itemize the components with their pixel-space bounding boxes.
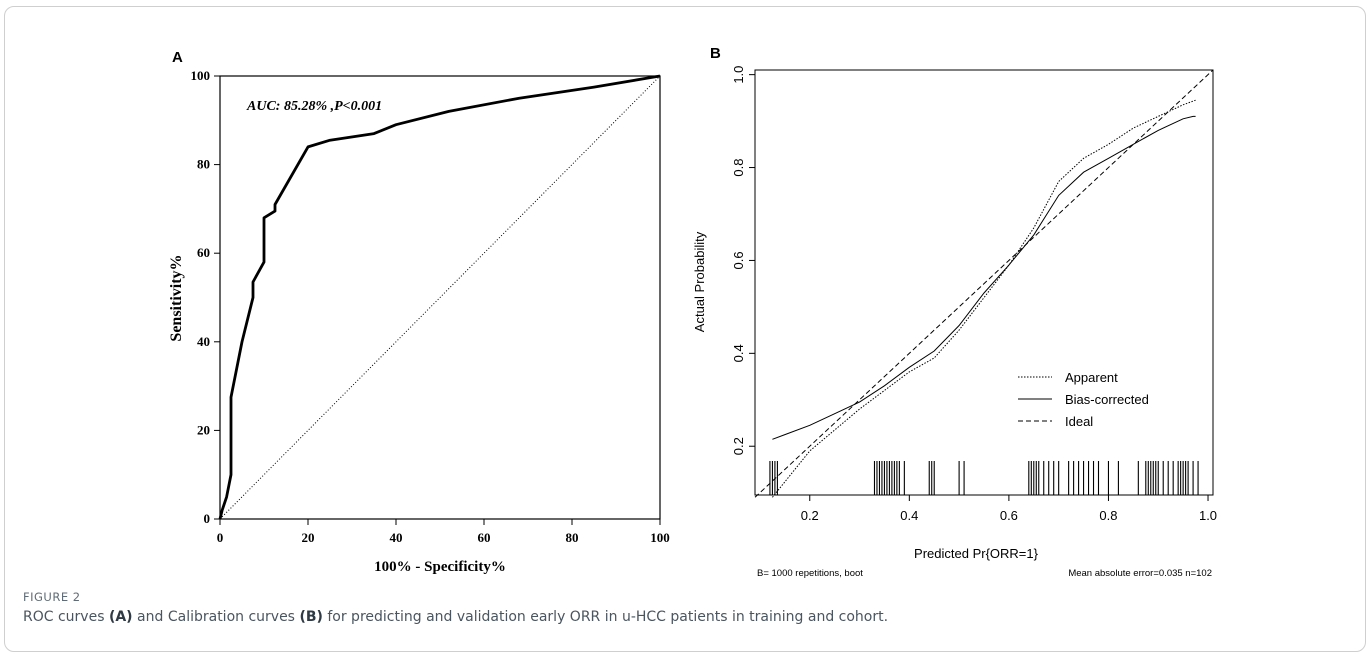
panel-b-y-tick-label: 0.4 <box>731 344 746 362</box>
panel-b-y-tick-label: 1.0 <box>731 66 746 84</box>
panel-b-rug <box>769 461 1199 495</box>
panel-b-legend: Apparent Bias-corrected Ideal <box>1018 370 1149 429</box>
panel-a-y-tick-label: 100 <box>191 68 211 83</box>
panel-b-apparent-line <box>772 99 1196 498</box>
panel-b-y-tick-label: 0.8 <box>731 159 746 177</box>
panel-b-footnote-right: Mean absolute error=0.035 n=102 <box>1068 568 1212 579</box>
panel-b-x-tick-label: 0.2 <box>801 508 819 523</box>
legend-apparent-label: Apparent <box>1065 370 1118 385</box>
panel-b: B 0.2 0.4 0.6 0.8 1.0 0.2 0.4 0.6 0.8 1.0 Predict… <box>692 45 1217 579</box>
panel-a-plot-frame <box>219 75 661 520</box>
panel-a-x-axis-title: 100% - Specificity% <box>374 559 506 575</box>
panel-a-auc-annotation: AUC: 85.28% ,P<0.001 <box>246 99 382 114</box>
caption-ref-b: (B) <box>299 609 323 625</box>
panel-a-y-tick-label: 60 <box>197 245 210 260</box>
panel-a-y-tick-label: 80 <box>197 157 210 172</box>
panel-b-label: B <box>710 45 721 62</box>
legend-bias-corrected-label: Bias-corrected <box>1065 392 1149 407</box>
caption-ref-a: (A) <box>108 609 133 625</box>
panel-b-ideal-line <box>754 69 1214 498</box>
panel-a-x-tick-label: 20 <box>302 530 315 545</box>
figure-frame <box>4 6 1366 652</box>
panel-a-x-tick-label: 80 <box>566 530 579 545</box>
panel-b-x-tick-label: 0.4 <box>900 508 918 523</box>
panel-b-y-axis-title: Actual Probability <box>692 231 707 332</box>
panel-b-plot-frame <box>754 69 1214 496</box>
figure-number: FIGURE 2 <box>23 590 81 604</box>
legend-ideal-label: Ideal <box>1065 414 1093 429</box>
panel-a-label: A <box>172 49 183 66</box>
panel-b-y-tick-label: 0.6 <box>731 251 746 269</box>
caption-part: ROC curves <box>23 609 109 625</box>
panel-b-x-tick-label: 0.6 <box>1000 508 1018 523</box>
panel-a-axes: 0 20 40 60 80 100 0 20 40 60 80 100 <box>191 68 670 545</box>
caption-part: for predicting and validation early ORR … <box>322 609 889 625</box>
caption-part: and Calibration curves <box>132 609 300 625</box>
figure-caption: ROC curves (A) and Calibration curves (B… <box>23 609 1343 625</box>
panel-a-reference-diagonal <box>219 75 661 520</box>
panel-a-y-tick-label: 0 <box>204 511 211 526</box>
panel-a: A 0 20 40 60 80 100 0 20 40 60 80 100 100% - Specif… <box>168 49 670 575</box>
panel-b-y-tick-label: 0.2 <box>731 437 746 455</box>
panel-b-x-tick-label: 1.0 <box>1199 508 1217 523</box>
panel-b-x-tick-label: 0.8 <box>1099 508 1117 523</box>
panel-b-x-axis-title: Predicted Pr{ORR=1} <box>914 546 1039 561</box>
panel-a-y-axis-title: Sensitivity% <box>168 254 185 341</box>
panel-b-footnote-left: B= 1000 repetitions, boot <box>757 568 863 579</box>
panel-a-roc-curve <box>218 74 661 520</box>
panel-a-y-tick-label: 20 <box>197 422 210 437</box>
panel-a-x-tick-label: 100 <box>650 530 670 545</box>
panel-a-x-tick-label: 0 <box>217 530 224 545</box>
panel-a-x-tick-label: 60 <box>478 530 491 545</box>
panel-a-y-tick-label: 40 <box>197 334 210 349</box>
panel-b-axes: 0.2 0.4 0.6 0.8 1.0 0.2 0.4 0.6 0.8 1.0 <box>731 66 1217 523</box>
panel-a-x-tick-label: 40 <box>390 530 403 545</box>
panel-b-bias-corrected-line <box>772 115 1196 440</box>
